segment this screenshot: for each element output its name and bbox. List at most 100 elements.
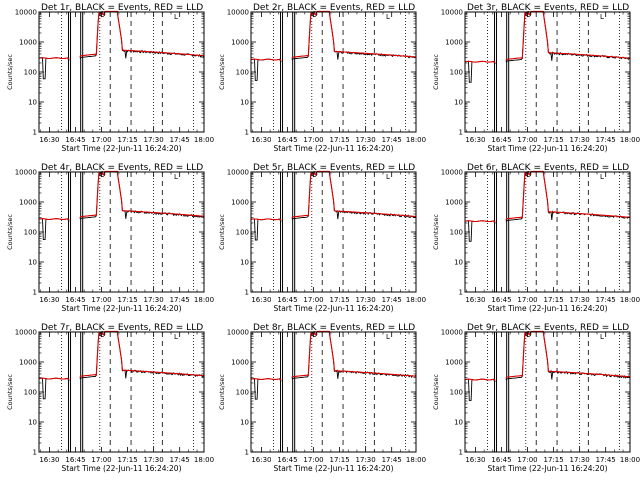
x-axis-label: Start Time (22-Jun-11 16:24:20) (62, 144, 182, 153)
x-tick-label: 18:00 (620, 456, 640, 464)
series-line-lld (251, 330, 416, 381)
x-tick-label: 16:45 (491, 136, 511, 144)
panel-title: Det 3r, BLACK = Events, RED = LLD (467, 3, 629, 13)
legend-marker: L (174, 173, 178, 181)
x-tick-label: 17:45 (382, 456, 402, 464)
series-line-lld (39, 330, 204, 380)
y-tick-label: 1000 (445, 39, 463, 47)
x-tick-label: 17:45 (382, 136, 402, 144)
x-tick-label: 17:30 (356, 456, 376, 464)
x-tick-label: 17:15 (543, 136, 563, 144)
x-tick-label: 17:15 (543, 456, 563, 464)
y-tick-label: 10000 (227, 9, 249, 17)
y-axis-label: Counts/sec (432, 54, 440, 90)
y-tick-label: 10 (28, 99, 37, 107)
x-tick-label: 17:45 (596, 136, 616, 144)
x-tick-label: 17:30 (144, 296, 164, 304)
x-tick-label: 17:00 (91, 136, 111, 144)
x-tick-label: 17:00 (91, 296, 111, 304)
x-tick-label: 16:45 (277, 136, 297, 144)
plot-frame (464, 171, 631, 293)
x-tick-label: 17:15 (117, 296, 137, 304)
x-tick-label: 16:45 (491, 456, 511, 464)
x-tick-label: 17:45 (596, 296, 616, 304)
panel-title: Det 2r, BLACK = Events, RED = LLD (253, 3, 415, 13)
x-tick-label: 17:45 (170, 456, 190, 464)
y-tick-label: 1 (33, 289, 37, 297)
y-tick-label: 10000 (15, 9, 37, 17)
x-axis-label: Start Time (22-Jun-11 16:24:20) (274, 304, 394, 313)
y-tick-label: 1000 (231, 359, 249, 367)
y-tick-label: 1 (33, 449, 37, 457)
x-tick-label: 17:45 (382, 296, 402, 304)
series-line-lld (465, 330, 630, 381)
x-tick-label: 16:45 (65, 136, 85, 144)
x-tick-label: 17:45 (170, 296, 190, 304)
x-tick-label: 16:30 (251, 296, 271, 304)
y-tick-label: 10 (240, 419, 249, 427)
y-tick-label: 10000 (441, 9, 463, 17)
x-axis-label: Start Time (22-Jun-11 16:24:20) (488, 464, 608, 473)
y-tick-label: 100 (24, 229, 37, 237)
x-tick-label: 18:00 (620, 136, 640, 144)
x-tick-label: 18:00 (406, 296, 426, 304)
y-tick-label: 1000 (19, 199, 37, 207)
y-tick-label: 10000 (227, 169, 249, 177)
x-tick-label: 18:00 (194, 456, 214, 464)
x-tick-label: 17:00 (517, 136, 537, 144)
x-tick-label: 17:30 (144, 456, 164, 464)
x-tick-label: 17:45 (596, 456, 616, 464)
panel-title: Det 5r, BLACK = Events, RED = LLD (253, 163, 415, 173)
y-tick-label: 10000 (227, 329, 249, 337)
x-tick-label: 17:15 (543, 296, 563, 304)
legend-marker: L (386, 13, 390, 21)
x-tick-label: 17:45 (170, 136, 190, 144)
x-axis-label: Start Time (22-Jun-11 16:24:20) (488, 304, 608, 313)
series-line-lld (39, 170, 204, 221)
x-axis-label: Start Time (22-Jun-11 16:24:20) (274, 144, 394, 153)
x-tick-label: 16:30 (251, 136, 271, 144)
plot-frame (464, 331, 631, 453)
plot-frame (38, 331, 205, 453)
y-tick-label: 100 (24, 389, 37, 397)
series-line-lld (251, 170, 416, 221)
y-axis-label: Counts/sec (218, 54, 226, 90)
plot-frame (250, 331, 417, 453)
x-axis-label: Start Time (22-Jun-11 16:24:20) (488, 144, 608, 153)
y-tick-label: 1000 (19, 39, 37, 47)
x-tick-label: 16:45 (65, 456, 85, 464)
y-tick-label: 1000 (445, 199, 463, 207)
panel-title: Det 6r, BLACK = Events, RED = LLD (467, 163, 629, 173)
panel-title: Det 1r, BLACK = Events, RED = LLD (41, 3, 203, 13)
x-tick-label: 17:15 (329, 136, 349, 144)
y-tick-label: 100 (236, 69, 249, 77)
x-tick-label: 16:30 (465, 456, 485, 464)
x-tick-label: 17:00 (303, 136, 323, 144)
x-tick-label: 18:00 (194, 296, 214, 304)
y-tick-label: 100 (450, 389, 463, 397)
x-tick-label: 17:30 (356, 136, 376, 144)
x-tick-label: 18:00 (620, 296, 640, 304)
y-tick-label: 10 (28, 419, 37, 427)
x-axis-label: Start Time (22-Jun-11 16:24:20) (274, 464, 394, 473)
legend-marker: L (174, 13, 178, 21)
x-tick-label: 18:00 (194, 136, 214, 144)
y-axis-label: Counts/sec (6, 374, 14, 410)
x-tick-label: 17:15 (117, 456, 137, 464)
x-tick-label: 17:30 (570, 296, 590, 304)
x-tick-label: 17:15 (329, 456, 349, 464)
x-tick-label: 17:30 (570, 456, 590, 464)
legend-marker: L (600, 333, 604, 341)
x-tick-label: 17:00 (303, 296, 323, 304)
x-tick-label: 17:00 (91, 456, 111, 464)
y-tick-label: 1000 (445, 359, 463, 367)
legend-marker: L (386, 173, 390, 181)
x-tick-label: 17:30 (570, 136, 590, 144)
x-tick-label: 16:45 (491, 296, 511, 304)
